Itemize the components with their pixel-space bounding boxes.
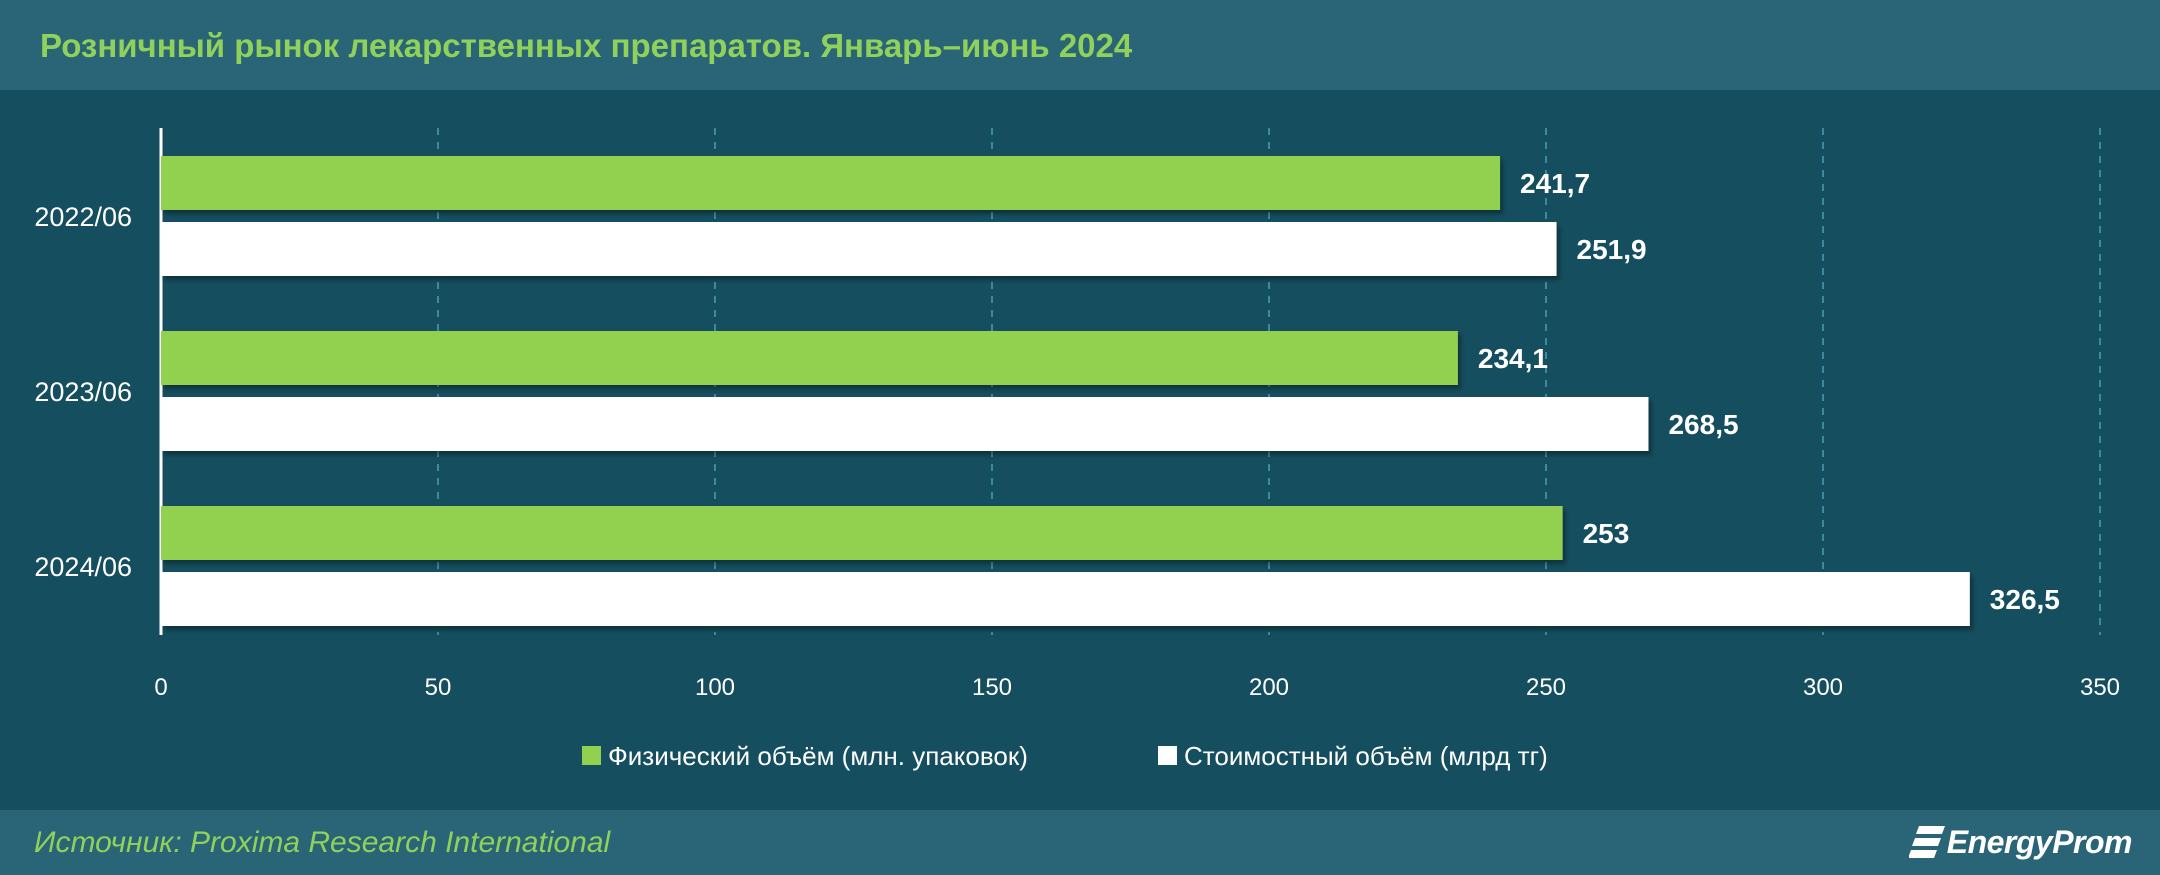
bar xyxy=(161,222,1557,276)
category-label: 2023/06 xyxy=(34,377,132,407)
x-tick-label: 100 xyxy=(695,674,735,701)
bars: 241,7 251,9 234,1 268,5 253 326,5 xyxy=(161,156,2060,626)
bar xyxy=(161,506,1563,560)
header-band: Розничный рынок лекарственных препаратов… xyxy=(0,0,2160,90)
x-tick-label: 0 xyxy=(154,674,167,701)
bar-chart: 0 50 100 150 200 250 300 350 241,7 251,9 234,1 268… xyxy=(34,128,2120,771)
legend-label: Физический объём (млн. упаковок) xyxy=(608,741,1028,771)
chart-title: Розничный рынок лекарственных препаратов… xyxy=(40,27,1133,64)
data-label: 241,7 xyxy=(1520,168,1590,199)
category-label: 2024/06 xyxy=(34,552,132,582)
data-label: 253 xyxy=(1583,518,1630,549)
bar xyxy=(161,331,1458,385)
data-label: 234,1 xyxy=(1478,343,1548,374)
x-tick-label: 300 xyxy=(1803,674,1843,701)
x-tick-label: 350 xyxy=(2080,674,2120,701)
data-label: 251,9 xyxy=(1577,234,1647,265)
category-labels: 2022/06 2023/06 2024/06 xyxy=(34,202,132,582)
logo-text: EnergyProm xyxy=(1946,823,2133,860)
x-axis-ticks: 0 50 100 150 200 250 300 350 xyxy=(154,674,2120,701)
x-tick-label: 50 xyxy=(425,674,452,701)
energyprom-logo: EnergyProm xyxy=(1908,822,2133,862)
x-tick-label: 150 xyxy=(972,674,1012,701)
legend: Физический объём (млн. упаковок) Стоимост… xyxy=(582,741,1548,771)
bar xyxy=(161,397,1649,451)
x-tick-label: 250 xyxy=(1526,674,1566,701)
legend-swatch xyxy=(582,746,601,765)
legend-swatch xyxy=(1158,746,1177,765)
data-label: 326,5 xyxy=(1990,584,2060,615)
legend-label: Стоимостный объём (млрд тг) xyxy=(1184,741,1548,771)
bar xyxy=(161,572,1970,626)
bar xyxy=(161,156,1501,210)
category-label: 2022/06 xyxy=(34,202,132,232)
footer-band: Источник: Proxima Research International… xyxy=(0,810,2160,875)
data-label: 268,5 xyxy=(1668,409,1738,440)
source-note: Источник: Proxima Research International xyxy=(34,826,611,859)
x-tick-label: 200 xyxy=(1249,674,1289,701)
energyprom-logo-icon xyxy=(1908,826,1945,858)
